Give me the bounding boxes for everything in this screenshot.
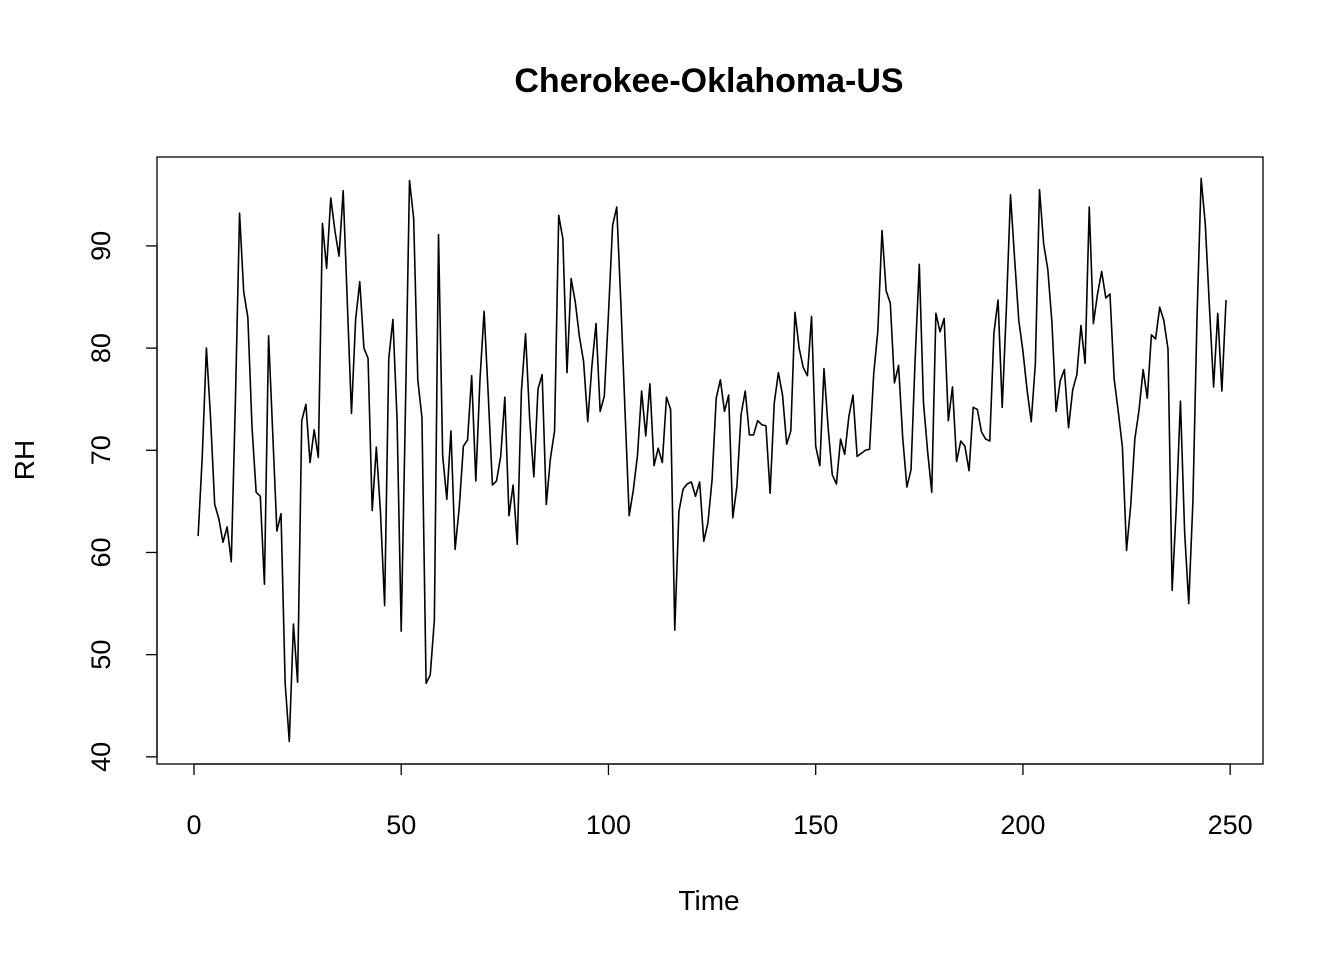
plot-frame	[156, 156, 1264, 765]
x-tick-label: 150	[793, 810, 838, 840]
x-tick-label: 200	[1000, 810, 1045, 840]
y-axis: 40 50 60 70 80 90	[86, 231, 158, 772]
rh-series-line	[197, 177, 1227, 743]
x-tick-label: 100	[586, 810, 631, 840]
x-axis-label: Time	[678, 885, 739, 916]
y-tick-label: 50	[86, 640, 116, 670]
x-tick-label: 0	[186, 810, 201, 840]
y-tick-label: 60	[86, 537, 116, 567]
x-tick-label: 250	[1208, 810, 1253, 840]
y-tick-label: 80	[86, 333, 116, 363]
chart-title: Cherokee-Oklahoma-US	[514, 62, 903, 100]
y-axis-label: RH	[9, 440, 40, 480]
y-tick-label: 70	[86, 435, 116, 465]
y-tick-label: 90	[86, 231, 116, 261]
y-tick-label: 40	[86, 742, 116, 772]
x-axis: 0 50 100 150 200 250	[186, 763, 1253, 840]
x-tick-label: 50	[386, 810, 416, 840]
